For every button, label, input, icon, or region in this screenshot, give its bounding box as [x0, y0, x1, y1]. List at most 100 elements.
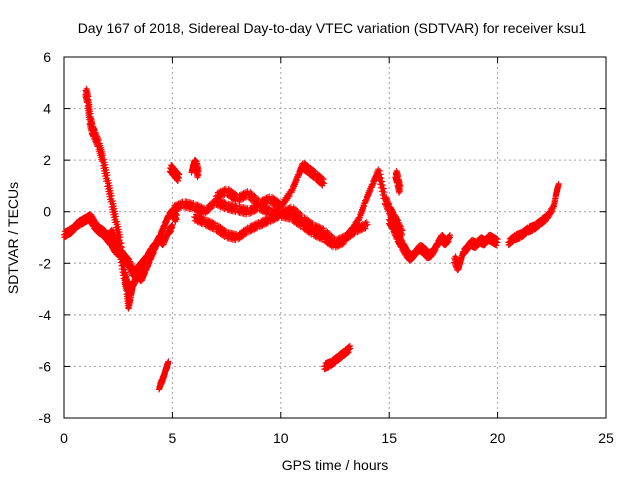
- data-point: [362, 225, 369, 232]
- data-point: [162, 222, 169, 229]
- data-point: [444, 239, 451, 246]
- data-point: [339, 241, 346, 248]
- data-point: [168, 227, 175, 234]
- data-point: [245, 211, 252, 218]
- data-point: [270, 217, 277, 224]
- data-point: [162, 236, 169, 243]
- data-point: [147, 256, 154, 263]
- data-point: [446, 234, 453, 241]
- data-point: [258, 223, 265, 230]
- data-point: [115, 226, 122, 233]
- data-point: [332, 244, 339, 251]
- data-point: [209, 219, 216, 226]
- data-point: [130, 281, 137, 288]
- data-point: [141, 272, 148, 279]
- data-point: [198, 203, 205, 210]
- data-point: [167, 229, 174, 236]
- data-point: [320, 179, 327, 186]
- data-point: [206, 217, 213, 224]
- y-tick-label: -2: [39, 255, 52, 271]
- data-point: [336, 242, 343, 249]
- data-point: [233, 202, 240, 209]
- data-point: [222, 230, 229, 237]
- data-point: [101, 159, 108, 166]
- data-point: [240, 195, 247, 202]
- data-point: [120, 259, 127, 266]
- data-point: [292, 205, 298, 212]
- data-point: [164, 364, 171, 371]
- data-point: [312, 221, 319, 228]
- data-point: [381, 189, 388, 196]
- data-point: [207, 218, 214, 225]
- data-point: [494, 239, 501, 246]
- data-point: [377, 171, 384, 178]
- data-point: [190, 200, 197, 207]
- data-point: [162, 237, 169, 244]
- x-tick-labels: 0 5 10 15 20 25: [60, 430, 614, 446]
- data-point: [171, 207, 178, 214]
- data-point: [294, 208, 301, 215]
- data-point: [154, 241, 161, 248]
- data-point: [296, 170, 303, 177]
- data-point: [100, 152, 107, 159]
- data-point: [334, 244, 341, 251]
- data-point: [145, 262, 152, 269]
- data-point: [149, 253, 156, 260]
- data-point: [143, 265, 150, 272]
- data-point: [378, 174, 385, 181]
- data-point: [115, 223, 122, 230]
- data-point: [363, 222, 370, 229]
- data-point: [202, 210, 209, 217]
- chart-title: Day 167 of 2018, Sidereal Day-to-day VTE…: [78, 20, 587, 36]
- data-point: [150, 249, 157, 256]
- data-point: [176, 205, 183, 212]
- data-point: [114, 221, 121, 228]
- data-point: [152, 245, 159, 252]
- data-point: [174, 177, 181, 184]
- data-point: [199, 214, 206, 221]
- data-point: [143, 267, 150, 274]
- data-point: [173, 216, 180, 223]
- data-point: [316, 223, 323, 230]
- data-point: [345, 349, 352, 356]
- data-point: [221, 226, 228, 233]
- data-point: [354, 229, 361, 236]
- data-point: [252, 225, 259, 232]
- data-point: [114, 218, 121, 225]
- data-point: [360, 203, 367, 210]
- data-point: [267, 218, 274, 225]
- data-point: [335, 243, 342, 250]
- data-point: [203, 209, 210, 216]
- data-point: [138, 277, 145, 284]
- data-point: [108, 192, 115, 199]
- tick-marks: [63, 56, 607, 419]
- data-point: [217, 193, 224, 200]
- data-point: [131, 278, 138, 285]
- x-tick-label: 0: [60, 430, 68, 446]
- data-point: [245, 229, 252, 236]
- y-axis-label: SDTVAR / TECUs: [5, 182, 21, 294]
- data-point: [232, 190, 239, 197]
- data-point: [269, 218, 276, 225]
- data-point: [260, 201, 267, 208]
- data-point: [296, 171, 303, 178]
- data-point: [148, 254, 155, 261]
- data-point: [103, 172, 110, 179]
- data-point: [347, 345, 354, 352]
- data-point: [236, 197, 243, 204]
- data-point: [214, 195, 221, 202]
- data-point: [260, 222, 267, 229]
- data-point: [251, 226, 258, 233]
- data-point: [248, 209, 255, 216]
- data-point: [263, 220, 270, 227]
- data-point: [102, 164, 109, 171]
- data-point: [145, 260, 152, 267]
- x-axis-label: GPS time / hours: [282, 457, 389, 473]
- data-point: [102, 161, 109, 168]
- data-point: [357, 227, 364, 234]
- data-point: [216, 194, 223, 201]
- data-point: [243, 191, 250, 198]
- data-point: [554, 186, 561, 193]
- data-point: [250, 227, 257, 234]
